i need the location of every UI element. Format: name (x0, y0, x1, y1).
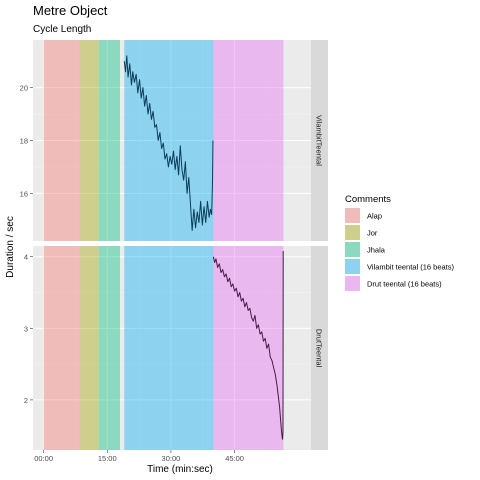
y-tick-label: 3 (24, 324, 28, 333)
legend-key-background (345, 259, 360, 274)
section-band (124, 40, 214, 241)
y-axis-title: Duration / sec (5, 216, 16, 278)
x-axis-title: Time (min:sec) (147, 464, 213, 475)
section-band (79, 246, 99, 450)
x-tick-label: 45:00 (225, 454, 244, 463)
series-line (212, 251, 284, 440)
legend-key-background (345, 242, 360, 257)
legend-key-background (345, 208, 360, 223)
facet-panels: 16 18 20 VilambitTeental 2 3 4 DrutTeental (20, 40, 328, 450)
section-band (79, 40, 99, 241)
facet-panel-0: 16 18 20 VilambitTeental (20, 40, 328, 241)
section-band (213, 40, 284, 241)
legend-label: Jor (367, 229, 378, 238)
section-band (43, 246, 80, 450)
legend-key (345, 208, 360, 223)
facet-strip-label: DrutTeental (315, 329, 324, 368)
y-tick-label: 20 (20, 84, 28, 93)
chart-subtitle: Cycle Length (33, 24, 91, 35)
legend-key (345, 276, 360, 291)
legend-label: Vilambit teental (16 beats) (367, 263, 454, 272)
legend-label: Jhala (367, 246, 386, 255)
section-band (98, 40, 121, 241)
y-tick-label: 16 (20, 189, 28, 198)
legend-label: Alap (367, 212, 382, 221)
legend-label: Drut teental (16 beats) (367, 280, 442, 289)
x-tick-label: 00:00 (34, 454, 53, 463)
panel-background (33, 246, 311, 450)
legend-key-background (345, 276, 360, 291)
x-tick-label: 15:00 (98, 454, 117, 463)
legend: Comments Alap Jor Jhala Vilambit teental (1… (345, 194, 454, 291)
legend-key (345, 259, 360, 274)
legend-key (345, 225, 360, 240)
legend-key-background (345, 225, 360, 240)
facet-strip (311, 246, 328, 450)
y-tick-label: 2 (24, 396, 28, 405)
series-line (123, 55, 214, 231)
section-band (98, 246, 121, 450)
facet-strip-label: VilambitTeental (315, 115, 324, 166)
section-band (124, 246, 214, 450)
facet-panel-1: 2 3 4 DrutTeental (24, 246, 328, 450)
y-tick-label: 4 (24, 253, 28, 262)
x-axis: 00:00 15:00 30:00 45:00 (34, 450, 244, 463)
legend-title: Comments (345, 194, 391, 205)
legend-key (345, 242, 360, 257)
y-tick-label: 18 (20, 137, 28, 146)
chart-title: Metre Object (33, 3, 108, 18)
x-tick-label: 30:00 (162, 454, 181, 463)
section-band (43, 40, 80, 241)
section-band (213, 246, 284, 450)
facet-strip (311, 40, 328, 241)
